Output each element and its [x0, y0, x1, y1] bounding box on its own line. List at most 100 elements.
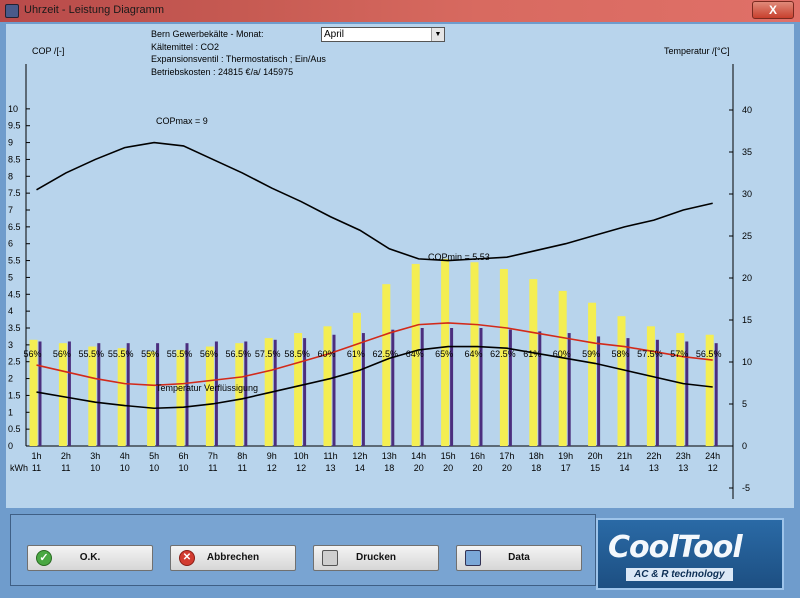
percent-label: 61% [347, 349, 365, 359]
percent-label: 57.5% [255, 349, 281, 359]
cop-min-label: COPmin = 5.53 [428, 252, 490, 262]
line-series-2 [36, 141, 713, 262]
percent-label: 56% [53, 349, 71, 359]
month-select[interactable]: April ▼ [321, 27, 445, 42]
chart-area: COP /[-] 0 0.5 1 1.5 2 2.5 3 3.5 4 4.5 5 5.5 6 6.5 7 7.5… [6, 24, 794, 508]
x-hour-label: 21h [617, 451, 632, 461]
cancel-button[interactable]: ✕ Abbrechen [170, 545, 296, 571]
x-value-label: 20 [414, 463, 424, 473]
x-hour-label: 17h [499, 451, 514, 461]
bar-purple [332, 334, 336, 446]
month-select-value: April [324, 29, 345, 40]
x-hour-label: 4h [120, 451, 130, 461]
logo-text: CoolTool [608, 530, 743, 565]
chart: COP /[-] 0 0.5 1 1.5 2 2.5 3 3.5 4 4.5 5 5.5 6 6.5 7 7.5… [8, 46, 752, 499]
left-axis-tick-label: 4.5 [8, 289, 21, 299]
x-value-label: 14 [619, 463, 629, 473]
left-axis-tick-label: 3 [8, 340, 13, 350]
button-group: ✓ O.K. ✕ Abbrechen Drucken Data [10, 514, 596, 586]
right-axis-tick-label: 25 [742, 231, 752, 241]
cooltool-logo: CoolTool AC & R technology [596, 518, 784, 590]
table-icon [465, 550, 481, 566]
left-axis-tick-label: 2.5 [8, 357, 21, 367]
bar-yellow [529, 279, 538, 446]
bar-purple [214, 341, 218, 446]
bar-purple [685, 341, 689, 446]
data-button[interactable]: Data [456, 545, 582, 571]
x-hour-label: 10h [294, 451, 309, 461]
cop-max-label: COPmax = 9 [156, 116, 208, 126]
left-axis-tick-label: 5 [8, 272, 13, 282]
bar-yellow [646, 326, 655, 446]
chevron-down-icon[interactable]: ▼ [431, 28, 444, 41]
left-axis-tick-label: 8 [8, 171, 13, 181]
x-value-label: 17 [561, 463, 571, 473]
x-value-label: 13 [678, 463, 688, 473]
right-axis-tick-label: 5 [742, 399, 747, 409]
bar-purple [391, 329, 395, 446]
bar-purple [273, 339, 277, 446]
bar-yellow [58, 343, 67, 446]
info-block: Bern Gewerbekälte - Monat: Kältemittel :… [151, 28, 326, 78]
x-hour-label: 23h [676, 451, 691, 461]
right-axis-tick-label: 10 [742, 357, 752, 367]
bar-yellow [117, 348, 126, 446]
close-button[interactable]: X [752, 1, 794, 19]
left-axis-tick-label: 9.5 [8, 121, 21, 131]
x-value-label: 11 [61, 463, 70, 473]
bar-purple [567, 333, 571, 446]
bar-yellow [323, 326, 332, 446]
bar-yellow [352, 312, 361, 446]
bar-purple [420, 328, 424, 446]
x-value-label: 20 [502, 463, 512, 473]
left-axis-tick-label: 7.5 [8, 188, 21, 198]
print-button[interactable]: Drucken [313, 545, 439, 571]
bar-yellow [176, 349, 185, 446]
right-axis-tick-label: 15 [742, 315, 752, 325]
x-hour-label: 15h [441, 451, 456, 461]
percent-label: 61% [523, 349, 541, 359]
percent-label: 56.5% [226, 349, 252, 359]
left-axis-tick-label: 6 [8, 239, 13, 249]
right-axis-title: Temperatur /[°C] [664, 46, 730, 56]
bar-yellow [235, 343, 244, 446]
x-hour-label: 3h [90, 451, 100, 461]
percent-label: 56% [23, 349, 41, 359]
data-label: Data [508, 552, 530, 563]
bar-purple [655, 339, 659, 446]
x-hour-label: 8h [237, 451, 247, 461]
x-value-label: 18 [384, 463, 394, 473]
percent-label: 64% [464, 349, 482, 359]
left-axis-tick-label: 2 [8, 374, 13, 384]
x-hour-label: 13h [382, 451, 397, 461]
x-hour-label: 11h [323, 451, 337, 461]
x-hour-label: 9h [267, 451, 277, 461]
left-axis-tick-label: 5.5 [8, 256, 21, 266]
bar-yellow [205, 346, 214, 446]
percent-label: 55% [141, 349, 159, 359]
bar-purple [38, 341, 42, 446]
app-icon [5, 4, 19, 18]
line-series-0 [36, 345, 713, 410]
right-axis-tick-label: 20 [742, 273, 752, 283]
x-hour-label: 6h [178, 451, 188, 461]
x-hour-label: 16h [470, 451, 485, 461]
left-axis-tick-label: 0.5 [8, 424, 21, 434]
line-series-1 [36, 322, 713, 387]
bar-purple [538, 331, 542, 446]
left-axis-title: COP /[-] [32, 46, 64, 56]
left-axis-tick-label: 0 [8, 441, 13, 451]
x-hour-label: 22h [646, 451, 661, 461]
x-hour-label: 20h [588, 451, 603, 461]
percent-label: 62.5% [373, 349, 399, 359]
x-hour-label: 19h [558, 451, 573, 461]
percent-label: 60% [553, 349, 571, 359]
bar-yellow [411, 263, 420, 446]
x-value-label: 11 [32, 463, 41, 473]
ok-button[interactable]: ✓ O.K. [27, 545, 153, 571]
bar-yellow [29, 339, 38, 446]
x-hour-label: 1h [31, 451, 41, 461]
bar-purple [714, 343, 718, 446]
x-value-label: 10 [149, 463, 159, 473]
